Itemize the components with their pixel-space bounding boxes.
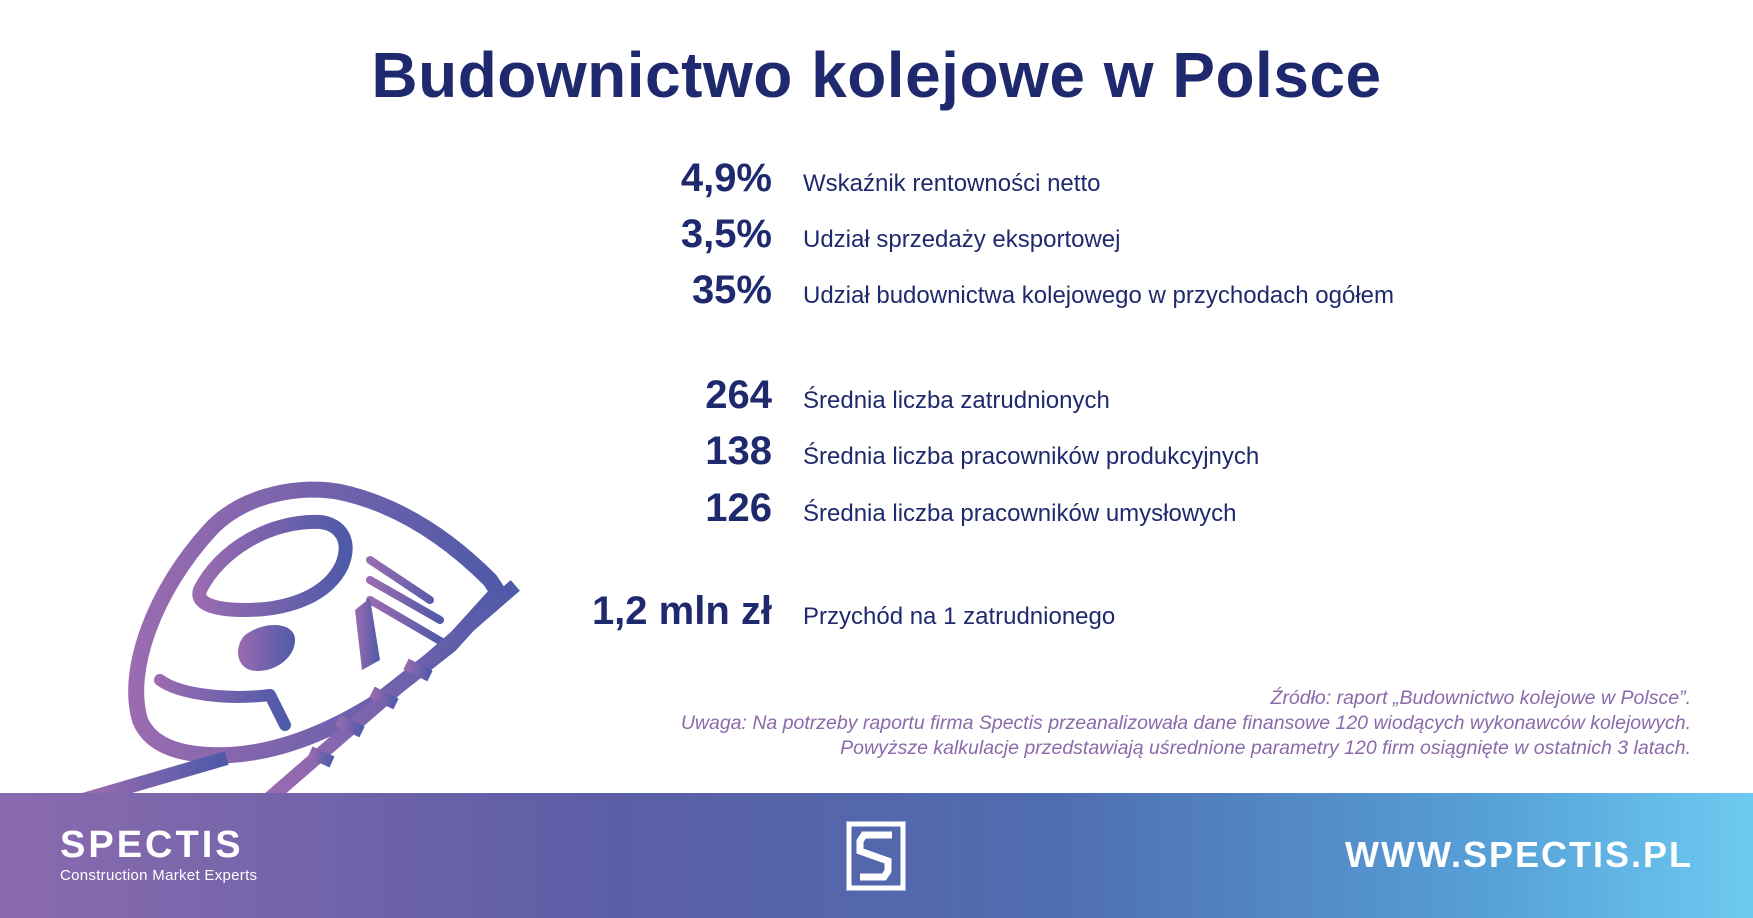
stat-label: Przychód na 1 zatrudnionego: [803, 603, 1116, 630]
stat-value: 3,5%: [680, 212, 772, 256]
website-link[interactable]: WWW.SPECTIS.PL: [1345, 834, 1693, 875]
brand-tagline: Construction Market Experts: [60, 867, 258, 884]
stat-label: Udział sprzedaży eksportowej: [803, 226, 1121, 253]
stat-value: 35%: [691, 268, 772, 312]
note-line: Uwaga: Na potrzeby raportu firma Spectis…: [680, 712, 1691, 734]
stat-label: Średnia liczba pracowników umysłowych: [803, 500, 1237, 527]
source-line: Źródło: raport „Budownictwo kolejowe w P…: [1270, 687, 1691, 709]
stat-label: Średnia liczba zatrudnionych: [803, 387, 1110, 414]
source-notes: Źródło: raport „Budownictwo kolejowe w P…: [681, 686, 1691, 761]
stat-value: 126: [705, 486, 772, 530]
note-line: Powyższe kalkulacje przedstawiają uśredn…: [840, 737, 1691, 759]
stat-value: 1,2 mln zł: [591, 589, 772, 633]
stat-label: Średnia liczba pracowników produkcyjnych: [803, 443, 1260, 470]
brand-logo[interactable]: SPECTIS Construction Market Experts: [60, 825, 257, 884]
train-icon: [81, 481, 520, 800]
brand-name: SPECTIS: [60, 824, 244, 866]
stat-value: 4,9%: [680, 156, 772, 200]
page-title: Budownictwo kolejowe w Polsce: [371, 39, 1382, 111]
footer-bar: SPECTIS Construction Market Experts WWW.…: [0, 793, 1753, 918]
spectis-s-logo-icon: [846, 821, 906, 891]
stat-label: Wskaźnik rentowności netto: [803, 170, 1101, 197]
stat-value: 264: [705, 373, 772, 417]
stat-value: 138: [705, 429, 772, 473]
stat-label: Udział budownictwa kolejowego w przychod…: [803, 282, 1394, 309]
